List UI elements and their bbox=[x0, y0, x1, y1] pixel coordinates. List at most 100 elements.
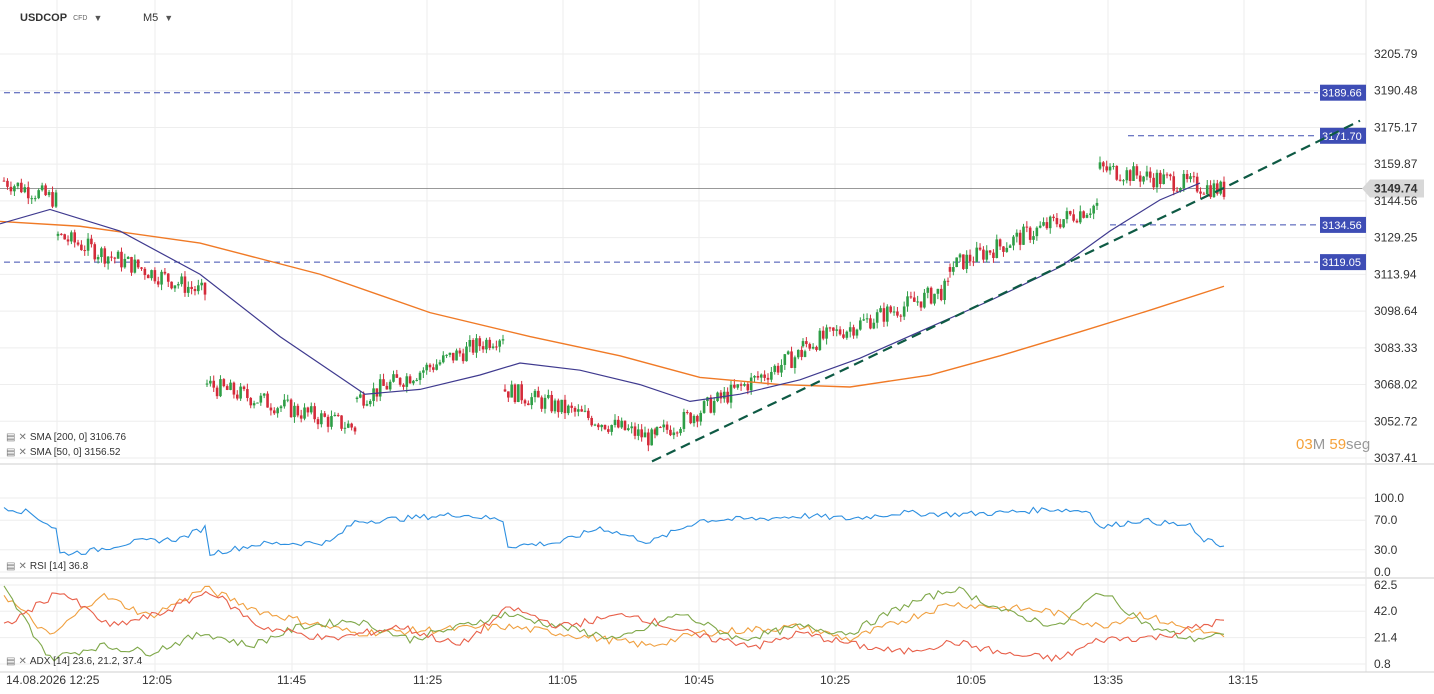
candle-body bbox=[523, 400, 527, 404]
candle-body bbox=[408, 376, 412, 384]
candle-body bbox=[739, 384, 743, 386]
candle-body bbox=[252, 403, 256, 406]
axes: 3205.79 3190.48 3175.17 3159.87 3144.56 3129.… bbox=[6, 47, 1418, 687]
candle-body bbox=[359, 394, 362, 398]
candle-body bbox=[60, 233, 63, 235]
trendline bbox=[651, 119, 1361, 463]
legend-adx[interactable]: ▤ ✕ ADX [14] 23.6, 21.2, 37.4 bbox=[6, 656, 142, 667]
candle-body bbox=[796, 349, 800, 358]
settings-icon[interactable]: ▤ bbox=[6, 656, 16, 667]
close-icon[interactable]: ✕ bbox=[18, 656, 27, 667]
candle-body bbox=[1012, 236, 1015, 246]
candle-body bbox=[607, 429, 610, 432]
level-tag bbox=[1320, 127, 1366, 144]
symbol-selector[interactable]: USDCOP CFD ▼ bbox=[20, 12, 102, 24]
settings-icon[interactable]: ▤ bbox=[6, 561, 16, 572]
settings-icon[interactable]: ▤ bbox=[6, 447, 16, 458]
candle-body bbox=[1185, 173, 1189, 180]
candle-body bbox=[1148, 171, 1152, 178]
candle-body bbox=[517, 384, 520, 403]
candle-body bbox=[835, 329, 839, 331]
level-tag bbox=[1320, 216, 1366, 233]
candle-body bbox=[1182, 173, 1186, 189]
candle-body bbox=[603, 424, 607, 430]
candle-body bbox=[1175, 190, 1179, 192]
candle-body bbox=[232, 382, 236, 395]
adx-line-green bbox=[3, 585, 1225, 662]
candle-body bbox=[912, 297, 916, 302]
candle-body bbox=[16, 182, 20, 187]
candle-body bbox=[40, 185, 44, 191]
candle-body bbox=[1108, 166, 1112, 171]
candle-body bbox=[219, 379, 222, 397]
candle-body bbox=[899, 315, 903, 317]
candle-body bbox=[239, 386, 242, 399]
candle-body bbox=[533, 390, 537, 398]
close-icon[interactable]: ✕ bbox=[18, 432, 27, 443]
adx-tick-label: 0.8 bbox=[1374, 657, 1391, 671]
close-icon[interactable]: ✕ bbox=[18, 447, 27, 458]
candle-body bbox=[368, 401, 372, 405]
candle-body bbox=[1032, 236, 1035, 240]
candle-body bbox=[902, 306, 906, 317]
candle-body bbox=[892, 311, 896, 313]
candle-body bbox=[186, 286, 190, 293]
candle-body bbox=[875, 312, 879, 323]
candle-body bbox=[882, 308, 886, 322]
candle-body bbox=[780, 364, 783, 373]
candle-body bbox=[9, 186, 13, 192]
candle-body bbox=[173, 285, 177, 289]
settings-icon[interactable]: ▤ bbox=[6, 432, 16, 443]
candle-body bbox=[375, 388, 379, 397]
candle-body bbox=[56, 233, 60, 236]
candle-body bbox=[623, 420, 627, 431]
candle-body bbox=[845, 331, 849, 338]
candle-body bbox=[547, 394, 550, 398]
candle-body bbox=[886, 306, 889, 322]
candle-body bbox=[286, 399, 290, 401]
close-icon[interactable]: ✕ bbox=[18, 561, 27, 572]
timeframe-selector[interactable]: M5 ▼ bbox=[143, 12, 173, 24]
legend-rsi[interactable]: ▤ ✕ RSI [14] 36.8 bbox=[6, 561, 88, 572]
candle-body bbox=[1202, 193, 1206, 195]
candle-body bbox=[570, 405, 573, 408]
legend-sma50[interactable]: ▤ ✕ SMA [50, 0] 3156.52 bbox=[6, 447, 120, 458]
candle-body bbox=[1005, 247, 1009, 252]
timeframe-label: M5 bbox=[143, 12, 159, 24]
candle-body bbox=[939, 288, 943, 301]
candle-body bbox=[1028, 227, 1032, 240]
candle-body bbox=[296, 405, 300, 416]
candle-body bbox=[309, 406, 313, 413]
candle-body bbox=[726, 391, 729, 403]
candle-body bbox=[916, 301, 919, 303]
time-tick-label: 11:45 bbox=[277, 673, 306, 687]
chevron-down-icon[interactable]: ▼ bbox=[93, 13, 103, 23]
candle-body bbox=[398, 377, 402, 385]
candle-body bbox=[766, 377, 770, 380]
candle-body bbox=[143, 268, 147, 276]
candle-body bbox=[478, 338, 482, 347]
candle-body bbox=[272, 410, 276, 414]
candle-body bbox=[51, 192, 54, 207]
candle-body bbox=[412, 380, 415, 384]
candle-body bbox=[640, 429, 643, 438]
candle-body bbox=[235, 394, 239, 399]
candle-body bbox=[435, 364, 438, 370]
candle-body bbox=[279, 406, 283, 409]
candle-body bbox=[805, 341, 808, 345]
candle-body bbox=[848, 327, 852, 332]
candle-body bbox=[316, 419, 320, 425]
candle-body bbox=[527, 403, 530, 406]
candle-body bbox=[587, 410, 590, 418]
candle-body bbox=[923, 292, 926, 308]
candle-body bbox=[215, 387, 219, 397]
candle-body bbox=[20, 182, 23, 193]
legend-sma200[interactable]: ▤ ✕ SMA [200, 0] 3106.76 bbox=[6, 432, 126, 443]
candle-body bbox=[637, 429, 640, 436]
time-tick-label: 12:05 bbox=[142, 673, 172, 687]
candle-body bbox=[756, 375, 760, 378]
candle-body bbox=[821, 330, 825, 339]
chevron-down-icon[interactable]: ▼ bbox=[164, 13, 174, 23]
grid bbox=[0, 0, 1434, 673]
